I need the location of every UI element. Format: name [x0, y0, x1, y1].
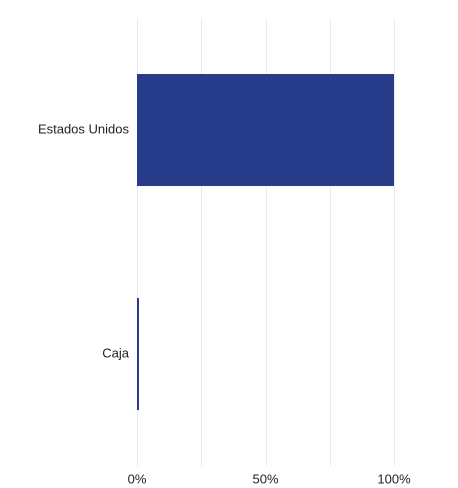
category-labels: Estados Unidos Caja [38, 121, 130, 360]
category-label: Caja [102, 345, 130, 360]
bar-caja [137, 298, 139, 410]
bar-estados-unidos [137, 74, 394, 186]
x-axis-tick-labels: 0% 50% 100% [128, 471, 411, 486]
x-tick-label: 100% [377, 471, 411, 486]
x-tick-label: 50% [252, 471, 278, 486]
x-tick-label: 0% [128, 471, 147, 486]
category-label: Estados Unidos [38, 121, 130, 136]
bars [137, 74, 394, 410]
